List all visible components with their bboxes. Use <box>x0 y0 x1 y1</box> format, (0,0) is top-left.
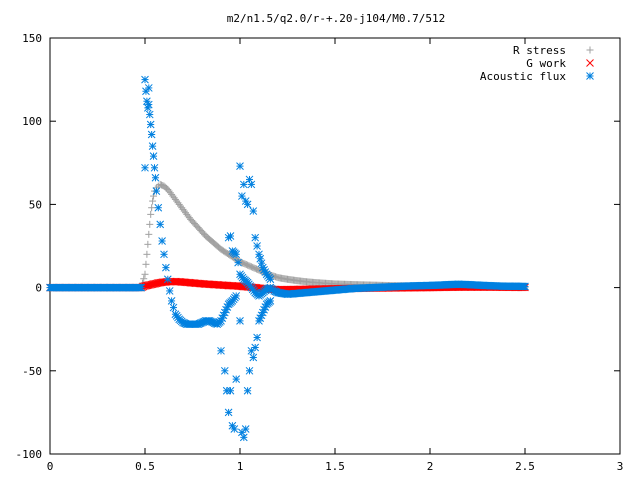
data-point <box>247 180 256 189</box>
data-point <box>144 84 153 92</box>
data-point <box>249 353 258 362</box>
data-point <box>238 192 246 200</box>
data-point <box>266 297 275 305</box>
data-point <box>247 346 256 355</box>
data-point <box>234 258 242 267</box>
data-point <box>224 408 233 417</box>
data-point <box>141 75 149 84</box>
data-point <box>232 250 241 259</box>
data-point <box>158 237 166 245</box>
data-point <box>169 303 178 312</box>
y-tick-label: -100 <box>16 448 43 461</box>
data-point <box>249 207 258 215</box>
y-tick-label: 50 <box>29 198 42 211</box>
data-point <box>151 173 160 182</box>
x-tick-label: 1.5 <box>325 460 345 473</box>
chart-title: m2/n1.5/q2.0/r-+.20-j104/M0.7/512 <box>227 12 446 25</box>
legend-label: G work <box>526 57 566 70</box>
data-point <box>146 120 155 129</box>
data-point <box>149 152 158 160</box>
data-point <box>141 163 149 172</box>
y-tick-label: -50 <box>22 365 42 378</box>
y-tick-label: 150 <box>22 32 42 45</box>
data-point <box>217 346 225 355</box>
data-point <box>222 386 231 395</box>
data-point <box>226 386 235 395</box>
data-point <box>239 180 248 189</box>
data-point <box>144 100 153 109</box>
y-axis: -100 -50 0 50 100 150 <box>16 32 620 461</box>
data-point <box>251 233 260 242</box>
y-tick-label: 100 <box>22 115 42 128</box>
data-point <box>220 366 229 375</box>
legend-label: Acoustic flux <box>480 70 566 83</box>
legend-marker <box>586 59 594 67</box>
x-tick-label: 0.5 <box>135 460 155 473</box>
data-point <box>162 263 170 272</box>
data-point <box>253 333 261 342</box>
data-point <box>257 259 266 268</box>
x-axis: 0 0.5 1 1.5 2 2.5 3 <box>47 38 624 473</box>
data-point <box>245 366 254 375</box>
data-point <box>165 287 174 295</box>
data-point <box>251 343 260 352</box>
x-tick-label: 2.5 <box>515 460 535 473</box>
data-point <box>230 425 239 433</box>
data-point <box>148 142 157 151</box>
data-point <box>521 282 529 291</box>
data-point <box>239 433 248 442</box>
data-point <box>148 204 156 212</box>
data-point <box>149 197 157 205</box>
data-point <box>243 200 252 209</box>
data-point <box>255 250 263 259</box>
data-point <box>152 187 161 195</box>
plot-frame <box>49 37 621 455</box>
x-tick-label: 3 <box>617 460 624 473</box>
data-point <box>147 130 156 139</box>
data-point <box>154 203 163 212</box>
data-point <box>167 297 176 305</box>
series-acoustic-flux <box>46 75 529 442</box>
data-point <box>253 242 261 250</box>
data-point <box>266 275 275 284</box>
data-point <box>146 220 154 228</box>
data-point <box>140 275 148 283</box>
data-point <box>226 232 235 240</box>
legend-marker <box>586 72 594 80</box>
data-point <box>141 270 149 278</box>
legend-marker <box>586 46 594 54</box>
data-point <box>145 110 154 119</box>
series-r-stress <box>46 180 529 292</box>
data-point <box>150 163 159 172</box>
data-point <box>163 275 172 284</box>
legend-label: R stress <box>513 44 566 57</box>
x-tick-label: 0 <box>47 460 54 473</box>
data-point <box>156 220 165 229</box>
data-point <box>143 250 151 258</box>
data-point <box>145 230 153 238</box>
data-point <box>241 425 250 433</box>
data-point <box>256 254 265 263</box>
data-point <box>236 162 244 170</box>
x-tick-label: 1 <box>237 460 244 473</box>
data-point <box>243 386 252 395</box>
data-point <box>142 260 150 268</box>
data-point <box>236 317 244 325</box>
data-point <box>232 375 241 383</box>
x-tick-label: 2 <box>427 460 434 473</box>
data-point <box>144 240 152 248</box>
series-layer <box>46 75 529 442</box>
data-point <box>232 292 241 300</box>
data-point <box>160 250 168 259</box>
data-point <box>137 283 146 292</box>
data-point <box>147 210 155 218</box>
y-tick-label: 0 <box>35 282 42 295</box>
